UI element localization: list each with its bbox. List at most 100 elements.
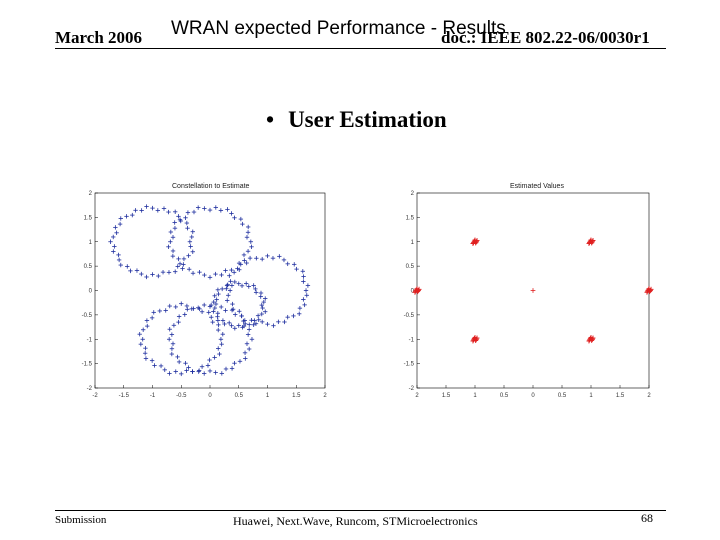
- scatter-point: [196, 368, 202, 373]
- scatter-point: [169, 346, 175, 351]
- y-tick-label: -0.5: [404, 313, 415, 319]
- y-tick-label: -2: [87, 386, 93, 392]
- scatter-point: [155, 208, 161, 213]
- scatter-point: [117, 221, 123, 227]
- scatter-point: [225, 282, 230, 287]
- scatter-point: [216, 327, 221, 333]
- scatter-point: [255, 313, 261, 318]
- scatter-point: [149, 358, 155, 363]
- scatter-point: [176, 214, 181, 219]
- scatter-point: [271, 323, 276, 328]
- scatter-point: [152, 363, 157, 368]
- scatter-point: [218, 208, 224, 213]
- scatter-point: [158, 363, 164, 369]
- scatter-point: [167, 327, 172, 332]
- scatter-point: [259, 311, 264, 317]
- x-tick-label: -2: [92, 393, 98, 399]
- scatter-point: [170, 248, 176, 254]
- scatter-point: [213, 205, 219, 210]
- scatter-point: [201, 371, 207, 376]
- scatter-point: [166, 244, 171, 250]
- scatter-point: [238, 262, 243, 267]
- y-tick-label: -1: [87, 337, 93, 343]
- scatter-point: [150, 272, 155, 277]
- x-tick-label: 2: [647, 393, 651, 399]
- scatter-point: [225, 298, 230, 303]
- header-rule: [55, 48, 666, 49]
- scatter-point: [218, 304, 224, 310]
- scatter-point: [205, 363, 211, 368]
- scatter-point: [142, 351, 148, 356]
- scatter-point: [245, 224, 251, 230]
- scatter-point: [112, 244, 117, 249]
- scatter-point: [179, 301, 184, 306]
- scatter-point: [172, 269, 178, 274]
- scatter-point: [211, 299, 216, 305]
- cluster-point: [471, 239, 477, 245]
- y-tick-label: -1.5: [404, 362, 415, 368]
- scatter-point: [202, 272, 207, 278]
- scatter-point: [243, 321, 248, 327]
- scatter-point: [215, 287, 221, 293]
- scatter-point: [220, 318, 226, 323]
- scatter-point: [249, 244, 254, 250]
- y-tick-label: 1.5: [406, 215, 415, 221]
- scatter-point: [215, 314, 220, 319]
- scatter-point: [230, 301, 235, 307]
- scatter-point: [223, 366, 229, 372]
- scatter-point: [229, 211, 234, 216]
- y-tick-label: 1.5: [84, 215, 93, 221]
- scatter-point: [259, 256, 265, 262]
- scatter-point: [217, 351, 222, 357]
- scatter-point: [180, 266, 185, 271]
- scatter-point: [228, 279, 233, 284]
- scatter-point: [241, 252, 247, 258]
- scatter-point: [227, 273, 232, 278]
- scatter-point: [196, 369, 201, 374]
- scatter-point: [223, 308, 228, 313]
- scatter-point: [177, 217, 183, 222]
- scatter-point: [239, 313, 244, 319]
- scatter-point: [108, 239, 113, 244]
- cluster-point: [412, 289, 418, 295]
- scatter-point: [245, 230, 251, 235]
- cluster-point: [645, 288, 651, 294]
- cluster-point: [586, 241, 592, 246]
- scatter-point: [237, 267, 242, 272]
- scatter-point: [303, 288, 309, 293]
- scatter-point: [223, 268, 228, 273]
- scatter-point: [263, 296, 268, 301]
- scatter-point: [282, 319, 287, 325]
- scatter-point: [173, 369, 178, 374]
- scatter-point: [232, 215, 237, 221]
- scatter-point: [186, 253, 191, 258]
- footer-authors: Huawei, Next.Wave, Runcom, STMicroelectr…: [233, 514, 478, 528]
- y-tick-label: 0.5: [406, 264, 415, 270]
- scatter-point: [169, 332, 175, 337]
- scatter-point: [213, 301, 219, 307]
- scatter-point: [251, 283, 256, 288]
- y-tick-label: -0.5: [82, 313, 93, 319]
- scatter-point: [216, 346, 221, 351]
- scatter-point: [244, 260, 249, 266]
- scatter-point: [114, 230, 119, 236]
- x-tick-label: 0.5: [235, 393, 244, 399]
- scatter-point: [157, 308, 163, 314]
- scatter-point: [232, 279, 238, 285]
- y-tick-label: -1.5: [82, 362, 93, 368]
- scatter-point: [207, 357, 212, 363]
- scatter-point: [170, 235, 176, 240]
- scatter-point: [224, 286, 229, 291]
- scatter-point: [229, 267, 234, 273]
- x-tick-label: -1: [150, 393, 156, 399]
- x-tick-label: 0.5: [500, 393, 509, 399]
- scatter-point: [206, 310, 211, 315]
- scatter-point: [184, 368, 189, 373]
- scatter-point: [160, 269, 166, 275]
- scatter-point: [179, 371, 184, 377]
- scatter-point: [111, 249, 116, 254]
- scatter-point: [227, 288, 233, 293]
- y-tick-label: -1: [409, 337, 415, 343]
- scatter-point: [166, 337, 172, 342]
- cluster-point: [586, 338, 592, 344]
